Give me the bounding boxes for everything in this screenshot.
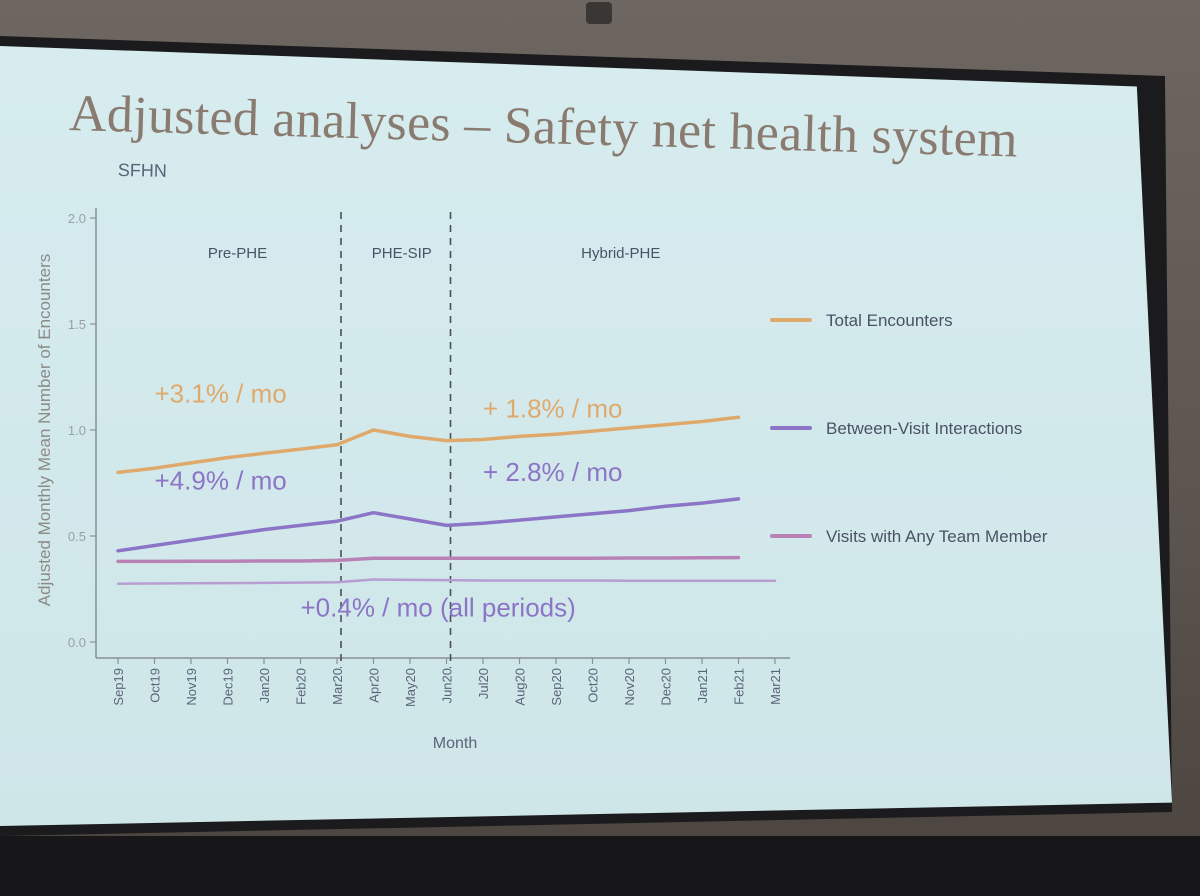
x-tick-label: Dec19 [221,668,236,706]
x-axis-title: Month [433,735,477,752]
x-tick-label: Nov20 [622,668,637,706]
period-label: Hybrid-PHE [581,245,660,262]
period-label: PHE-SIP [372,245,432,262]
series-line [116,555,741,564]
y-tick-label: 0.0 [68,635,86,650]
x-tick-label: Dec20 [659,668,674,706]
x-tick-label: Aug20 [513,668,528,706]
y-tick-label: 1.0 [68,423,86,438]
x-tick-label: Mar21 [768,668,783,705]
y-axis-title: Adjusted Monthly Mean Number of Encounte… [35,254,54,606]
series-line [116,578,777,585]
slope-annotation: +0.4% / mo (all periods) [301,593,576,623]
slope-annotation: + 2.8% / mo [483,457,622,487]
slope-annotation: +3.1% / mo [155,378,287,408]
x-tick-label: Feb20 [294,668,309,705]
series-line [116,497,741,553]
y-tick-label: 2.0 [68,211,86,226]
x-tick-label: Sep19 [111,668,126,706]
period-label: Pre-PHE [208,245,267,262]
x-tick-label: May20 [403,668,418,707]
x-tick-label: Jan20 [257,668,272,703]
x-tick-label: Jun20 [440,668,455,703]
y-tick-label: 1.5 [68,317,86,332]
floor-shadow [0,836,1200,896]
slope-annotation: + 1.8% / mo [483,393,622,423]
legend-label: Between-Visit Interactions [826,419,1022,438]
x-tick-label: Mar20 [330,668,345,705]
slope-annotation: +4.9% / mo [155,465,287,495]
ceiling-projector [586,2,612,24]
series-line [116,415,741,475]
projection-screen [0,46,1172,826]
x-tick-label: Apr20 [367,668,382,703]
x-tick-label: Nov19 [184,668,199,706]
x-tick-label: Oct20 [586,668,601,703]
y-tick-label: 0.5 [68,529,86,544]
x-tick-label: Oct19 [148,668,163,703]
legend-label: Visits with Any Team Member [826,527,1048,546]
x-tick-label: Jan21 [695,668,710,703]
legend-label: Total Encounters [826,311,953,330]
x-tick-label: Jul20 [476,668,491,699]
x-tick-label: Sep20 [549,668,564,706]
x-tick-label: Feb21 [732,668,747,705]
